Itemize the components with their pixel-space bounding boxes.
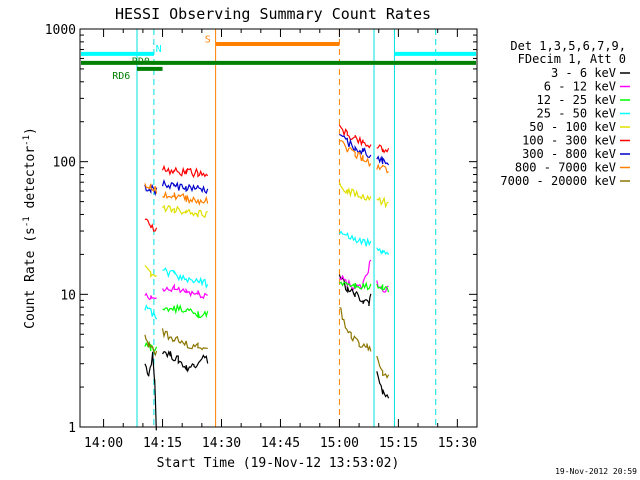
legend-label-5: 100 - 300 keV <box>522 134 616 148</box>
series-3-segment-1 <box>162 267 209 289</box>
legend-label-4: 50 - 100 keV <box>529 120 616 134</box>
series-6-segment-0 <box>144 183 158 197</box>
series-7 <box>144 139 389 207</box>
flag-label-s: S <box>205 34 211 45</box>
legend-label-6: 300 - 800 keV <box>522 147 616 161</box>
chart-title: HESSI Observing Summary Count Rates <box>115 5 431 23</box>
flag-label-rd6: RD6 <box>112 71 130 82</box>
series-0-segment-3 <box>376 371 390 399</box>
series-8-segment-2 <box>339 306 372 352</box>
series-3 <box>144 230 390 320</box>
series-8-segment-0 <box>144 334 158 357</box>
series-1-segment-1 <box>161 283 208 300</box>
series-5-segment-0 <box>144 218 158 232</box>
x-tick-label-3: 14:45 <box>261 436 300 451</box>
x-tick-label-0: 14:00 <box>84 436 123 451</box>
series-4 <box>144 182 389 279</box>
flag-label-rd0: RD0 <box>132 56 150 67</box>
legend-label-2: 12 - 25 keV <box>537 93 616 107</box>
series-7-segment-2 <box>339 139 372 168</box>
legend-label-0: 3 - 6 keV <box>551 66 616 80</box>
legend-label-3: 25 - 50 keV <box>537 107 616 121</box>
series-2 <box>144 281 390 353</box>
series-2-segment-0 <box>144 340 158 353</box>
series-6 <box>144 134 390 197</box>
series-2-segment-3 <box>376 283 390 293</box>
legend-label-1: 6 - 12 keV <box>544 80 616 94</box>
series-6-segment-1 <box>161 178 209 195</box>
series-4-segment-0 <box>144 264 157 279</box>
series-8-segment-3 <box>376 355 390 379</box>
series-0-segment-2 <box>338 274 372 307</box>
x-tick-label-2: 14:30 <box>202 436 241 451</box>
series-0-segment-1 <box>162 350 209 373</box>
legend-label-7: 800 - 7000 keV <box>515 161 616 175</box>
legend-label-8: 7000 - 20000 keV <box>500 174 616 188</box>
series-7-segment-3 <box>376 163 389 174</box>
series-5 <box>144 124 390 232</box>
series-2-segment-2 <box>339 281 372 291</box>
series-6-segment-3 <box>376 155 390 166</box>
series-0-segment-0 <box>144 351 157 431</box>
series-4-segment-3 <box>376 196 389 209</box>
y-tick-label-2: 100 <box>53 156 76 171</box>
flag-label-n: N <box>156 44 162 55</box>
legend-header-line-2: FDecim 1, Att 0 <box>518 52 626 66</box>
series-0 <box>144 274 390 431</box>
series-7-segment-1 <box>162 190 209 207</box>
x-tick-label-1: 14:15 <box>143 436 182 451</box>
y-tick-label-0: 1 <box>68 421 76 436</box>
series-5-segment-1 <box>161 164 209 179</box>
series-2-segment-1 <box>162 303 209 319</box>
legend-header-line-1: Det 1,3,5,6,7,9, <box>510 39 626 53</box>
series-3-segment-3 <box>376 247 390 255</box>
y-tick-label-3: 1000 <box>45 23 76 38</box>
plot-frame <box>79 28 478 428</box>
timestamp: 19-Nov-2012 20:59 <box>555 467 637 476</box>
series-7-segment-0 <box>144 183 158 194</box>
y-axis: 1 10 100 1000 <box>45 23 477 436</box>
x-axis: 14:00 14:15 14:30 14:45 15:00 15:15 15:30 <box>84 29 477 451</box>
series-1-segment-0 <box>144 292 157 301</box>
x-tick-label-4: 15:00 <box>320 436 359 451</box>
series-8 <box>144 306 390 379</box>
series-4-segment-1 <box>162 204 208 219</box>
series-3-segment-2 <box>338 230 372 247</box>
y-axis-label: Count Rate (s-1 detector-1) <box>22 127 38 329</box>
series-5-segment-2 <box>338 124 372 149</box>
series-6-segment-2 <box>339 134 372 159</box>
series-8-segment-1 <box>161 328 208 351</box>
x-axis-label: Start Time (19-Nov-12 13:53:02) <box>157 456 400 471</box>
series-5-segment-3 <box>376 144 390 154</box>
series-3-segment-0 <box>144 304 158 320</box>
x-tick-label-5: 15:15 <box>379 436 418 451</box>
x-tick-label-6: 15:30 <box>438 436 477 451</box>
series-4-segment-2 <box>338 182 372 202</box>
y-tick-label-1: 10 <box>60 288 76 303</box>
legend: Det 1,3,5,6,7,9, FDecim 1, Att 0 3 - 6 k… <box>500 39 630 188</box>
